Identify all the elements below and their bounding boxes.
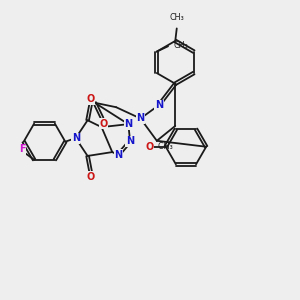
Text: CH₃: CH₃ <box>174 40 189 50</box>
Text: CH₃: CH₃ <box>169 14 184 22</box>
Text: N: N <box>126 136 134 146</box>
Text: O: O <box>86 172 95 182</box>
Text: N: N <box>155 100 163 110</box>
Text: N: N <box>136 113 145 124</box>
Text: N: N <box>114 150 122 160</box>
Text: O: O <box>86 94 95 104</box>
Text: O: O <box>145 142 153 152</box>
Text: F: F <box>20 144 26 154</box>
Text: N: N <box>72 133 80 143</box>
Text: N: N <box>124 119 132 129</box>
Text: CH₃: CH₃ <box>153 142 173 151</box>
Text: O: O <box>100 118 108 128</box>
